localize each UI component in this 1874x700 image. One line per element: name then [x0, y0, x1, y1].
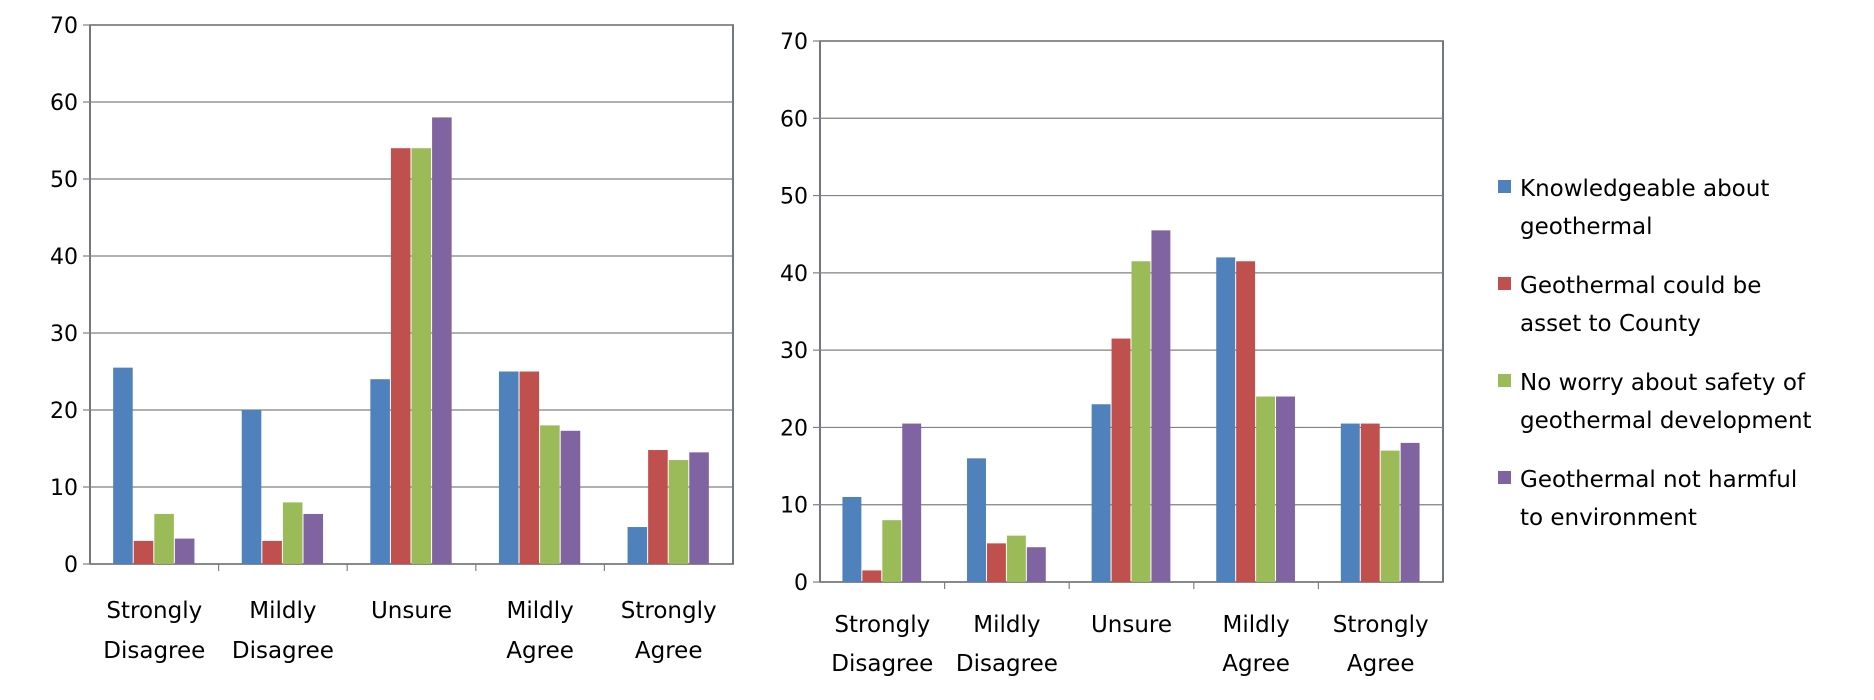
- bar: [498, 371, 519, 564]
- bar: [842, 496, 862, 582]
- y-tick-label: 50: [780, 185, 808, 210]
- y-tick-label: 70: [780, 30, 808, 55]
- x-category-label: Mildly: [973, 612, 1040, 638]
- bar: [1131, 261, 1151, 582]
- bar: [133, 540, 154, 564]
- legend-swatch: [1498, 277, 1511, 290]
- x-category-label: Strongly: [834, 612, 930, 638]
- bar: [241, 410, 262, 564]
- bar: [560, 430, 581, 564]
- legend-label: geothermal: [1520, 214, 1653, 240]
- bar: [174, 538, 195, 564]
- y-tick-label: 30: [50, 322, 78, 347]
- bar: [1276, 396, 1295, 582]
- chart-right: 0 10 20 30 40 50 60 70 Strongly Disagree Mildly Dis…: [780, 30, 1812, 677]
- bar: [540, 425, 560, 564]
- y-tick-label: 20: [50, 399, 78, 424]
- x-category-label: Strongly: [106, 598, 202, 624]
- x-category-label: Disagree: [831, 651, 933, 677]
- y-tick-label: 70: [50, 14, 78, 39]
- legend-label: Knowledgeable about: [1520, 176, 1769, 202]
- bar: [1380, 450, 1400, 582]
- bar: [1236, 261, 1256, 582]
- bar: [1151, 230, 1171, 582]
- x-category-label: Unsure: [1091, 612, 1172, 638]
- bar: [432, 117, 452, 565]
- bar: [882, 520, 902, 582]
- y-tick-label: 20: [780, 416, 808, 441]
- bar: [282, 502, 303, 564]
- bar: [262, 540, 282, 564]
- y-tick-label: 30: [780, 339, 808, 364]
- y-tick-label: 0: [64, 553, 78, 578]
- legend-label: to environment: [1520, 505, 1697, 531]
- bar: [1111, 338, 1131, 582]
- y-tick-label: 0: [794, 571, 808, 596]
- chart-left: 0 10 20 30 40 50 60 70 Strongly Disagree Mildly Dis…: [50, 14, 734, 664]
- legend-swatch: [1498, 180, 1511, 193]
- legend-label: asset to County: [1520, 311, 1701, 337]
- bar: [1006, 535, 1026, 582]
- x-category-label: Disagree: [956, 651, 1058, 677]
- bar: [627, 527, 648, 564]
- x-category-label: Agree: [1222, 651, 1290, 677]
- y-tick-label: 60: [50, 91, 78, 116]
- bar: [390, 148, 411, 564]
- bar: [967, 458, 986, 582]
- bar: [411, 148, 432, 564]
- y-tick-label: 10: [780, 494, 808, 519]
- bar: [1026, 547, 1046, 582]
- bar: [986, 543, 1006, 582]
- legend-swatch: [1498, 374, 1511, 387]
- y-tick-label: 10: [50, 476, 78, 501]
- bar: [902, 423, 922, 582]
- legend-label: Geothermal could be: [1520, 273, 1761, 299]
- bar: [113, 367, 133, 564]
- x-category-label: Agree: [1347, 651, 1415, 677]
- x-category-label: Agree: [635, 638, 703, 664]
- x-category-label: Mildly: [1222, 612, 1289, 638]
- bar: [1256, 396, 1276, 582]
- y-tick-label: 40: [780, 262, 808, 287]
- bar: [303, 513, 324, 564]
- x-category-label: Disagree: [103, 638, 205, 664]
- x-category-label: Agree: [506, 638, 574, 664]
- x-category-label: Mildly: [249, 598, 316, 624]
- x-category-label: Strongly: [1333, 612, 1429, 638]
- bar: [668, 460, 689, 564]
- bar: [1091, 404, 1111, 582]
- y-tick-label: 40: [50, 245, 78, 270]
- y-tick-label: 60: [780, 107, 808, 132]
- bar: [370, 379, 390, 564]
- bar: [1216, 257, 1236, 582]
- legend-swatch: [1498, 471, 1511, 484]
- bar: [154, 513, 174, 564]
- bar: [1360, 423, 1380, 582]
- bar: [648, 450, 668, 564]
- x-category-label: Mildly: [506, 598, 573, 624]
- bar: [1340, 423, 1360, 582]
- x-category-label: Disagree: [232, 638, 334, 664]
- bar: [1400, 442, 1420, 582]
- x-category-label: Unsure: [371, 598, 452, 624]
- legend-label: geothermal development: [1520, 408, 1812, 434]
- bar: [519, 371, 540, 564]
- legend-label: No worry about safety of: [1520, 370, 1806, 396]
- bar: [689, 452, 709, 564]
- y-tick-label: 50: [50, 168, 78, 193]
- bar: [862, 570, 882, 582]
- x-category-label: Strongly: [621, 598, 717, 624]
- legend-label: Geothermal not harmful: [1520, 467, 1797, 493]
